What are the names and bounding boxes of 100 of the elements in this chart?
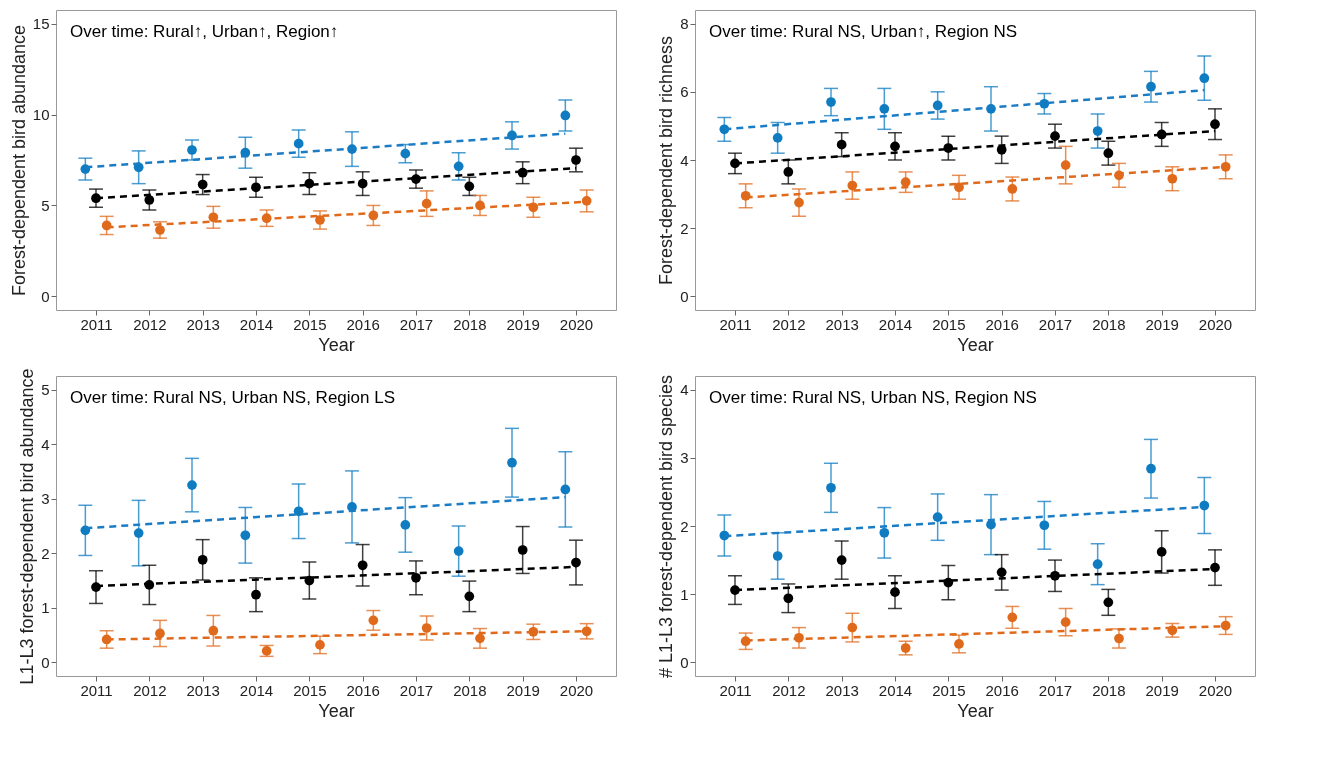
x-tick-label: 2013: [186, 315, 220, 333]
x-tick-label: 2017: [399, 315, 434, 333]
point: [879, 527, 890, 538]
point: [1146, 463, 1156, 474]
x-tick-label: 2011: [719, 681, 752, 699]
y-tick-label: 1: [41, 599, 50, 617]
point: [240, 530, 251, 541]
y-tick-label: 3: [41, 490, 50, 508]
point: [571, 557, 581, 568]
point: [1007, 612, 1018, 623]
point: [400, 148, 411, 159]
y-tick-label: 0: [680, 653, 689, 671]
x-tick-label: 2013: [186, 681, 220, 699]
x-tick-label: 2020: [1198, 315, 1233, 333]
point: [208, 625, 219, 636]
y-axis-title: Forest-dependent bird abundance: [8, 24, 29, 297]
y-tick-label: 4: [41, 435, 50, 453]
point: [783, 593, 794, 604]
y-tick-label: 6: [680, 83, 689, 101]
point: [560, 484, 571, 495]
y-axis-title: Forest-dependent bird richness: [656, 35, 677, 286]
annotation: Over time: Rural↑, Urban↑, Region↑: [70, 22, 339, 41]
point: [1007, 184, 1018, 194]
x-tick-label: 2018: [1092, 315, 1126, 333]
point: [1146, 81, 1156, 92]
point: [954, 639, 964, 649]
y-tick-label: 15: [32, 15, 50, 33]
point: [1103, 597, 1114, 608]
y-tick-label: 0: [41, 287, 50, 305]
point: [836, 555, 847, 565]
x-tick-label: 2016: [346, 315, 380, 333]
x-tick-label: 2013: [825, 315, 859, 333]
point: [251, 589, 261, 600]
point: [453, 546, 464, 556]
x-axis-title: Year: [318, 334, 355, 355]
point: [560, 110, 571, 121]
point: [890, 141, 900, 152]
point: [794, 197, 804, 208]
point: [517, 545, 528, 555]
point: [900, 177, 911, 188]
point: [464, 181, 475, 192]
x-tick-label: 2017: [1038, 681, 1073, 699]
x-tick-label: 2011: [80, 315, 113, 333]
y-tick-label: 3: [680, 449, 689, 467]
point: [144, 195, 155, 205]
x-tick-label: 2020: [1198, 681, 1233, 699]
x-tick-label: 2018: [453, 315, 487, 333]
point: [954, 182, 964, 193]
point: [1060, 617, 1071, 627]
y-tick-label: 5: [41, 381, 50, 399]
x-tick-label: 2016: [985, 681, 1019, 699]
x-tick-label: 2011: [719, 315, 752, 333]
point: [1092, 126, 1103, 136]
annotation: Over time: Rural NS, Urban NS, Region LS: [70, 388, 396, 407]
y-tick-label: 0: [680, 287, 689, 305]
point: [1156, 547, 1167, 557]
x-tick-label: 2015: [932, 315, 966, 333]
y-tick-label: 4: [680, 151, 689, 169]
point: [890, 587, 900, 597]
annotation: Over time: Rural NS, Urban↑, Region NS: [709, 22, 1017, 41]
x-tick-label: 2019: [506, 315, 540, 333]
point: [1199, 73, 1210, 84]
annotation: Over time: Rural NS, Urban NS, Region NS: [709, 388, 1037, 407]
point: [400, 520, 411, 530]
point: [1210, 119, 1220, 130]
y-tick-label: 2: [41, 544, 50, 562]
x-tick-label: 2018: [1092, 681, 1126, 699]
x-tick-label: 2011: [80, 681, 113, 699]
point: [581, 196, 592, 206]
point: [571, 155, 581, 165]
point: [293, 138, 304, 149]
point: [475, 633, 485, 644]
point: [772, 132, 783, 143]
point: [783, 167, 794, 177]
point: [1220, 620, 1231, 631]
x-tick-label: 2013: [825, 681, 859, 699]
x-tick-label: 2012: [772, 315, 806, 333]
y-axis-title: # L1-L3 forest-dependent bird species: [656, 374, 677, 679]
point: [1114, 633, 1124, 644]
point: [1210, 562, 1220, 573]
point: [357, 560, 368, 571]
point: [1092, 559, 1103, 570]
point: [1167, 173, 1178, 184]
point: [826, 482, 836, 493]
y-tick-label: 2: [680, 517, 689, 535]
y-tick-label: 4: [680, 381, 689, 399]
x-tick-label: 2014: [878, 681, 913, 699]
x-tick-label: 2012: [772, 681, 806, 699]
x-axis-title: Year: [318, 700, 355, 721]
y-tick-label: 0: [41, 653, 50, 671]
point: [133, 528, 144, 538]
y-tick-label: 2: [680, 219, 689, 237]
x-tick-label: 2017: [1038, 315, 1073, 333]
x-tick-label: 2018: [453, 681, 487, 699]
x-tick-label: 2016: [346, 681, 380, 699]
point: [315, 640, 325, 650]
point: [932, 100, 943, 111]
point: [464, 591, 475, 602]
x-tick-label: 2020: [559, 315, 594, 333]
point: [932, 512, 943, 522]
